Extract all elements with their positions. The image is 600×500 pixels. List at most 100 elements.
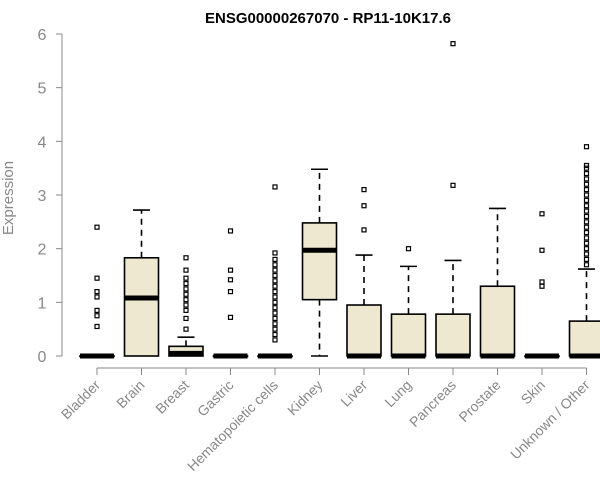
outlier-point <box>94 323 100 330</box>
outlier-point <box>583 187 590 193</box>
box <box>346 304 382 357</box>
outlier-point <box>361 187 367 193</box>
outlier-point <box>94 313 100 319</box>
box <box>301 222 338 301</box>
outlier-point <box>272 299 278 305</box>
outlier-point <box>583 235 590 241</box>
box-group <box>524 211 560 359</box>
y-tick-label: 4 <box>38 134 47 151</box>
box-group <box>79 224 115 359</box>
outlier-point <box>272 294 278 300</box>
x-tick-label: Lung <box>381 377 414 410</box>
outlier-point <box>272 289 278 295</box>
outlier-point <box>183 302 189 308</box>
outlier-point <box>183 280 189 287</box>
outlier-point <box>272 256 278 262</box>
box <box>123 256 160 357</box>
box-group <box>123 209 160 357</box>
x-tick-label: Liver <box>337 377 370 410</box>
outlier-point <box>183 286 189 292</box>
x-tick-label: Brain <box>113 377 147 411</box>
outlier-point <box>272 315 278 322</box>
outlier-point <box>227 314 234 320</box>
outlier-point <box>583 176 590 182</box>
y-tick-label: 1 <box>38 295 47 312</box>
outlier-point <box>272 326 278 332</box>
box-group <box>301 168 338 357</box>
outlier-point <box>583 246 590 252</box>
outlier-point <box>539 279 545 285</box>
box-group <box>346 187 382 359</box>
outlier-point <box>583 208 590 214</box>
outlier-point <box>539 247 545 253</box>
plot-area <box>79 41 600 359</box>
outlier-point <box>583 162 590 169</box>
x-tick-label: Prostate <box>455 377 503 425</box>
outlier-point <box>94 289 100 295</box>
outlier-point <box>583 256 590 262</box>
y-tick-label: 2 <box>38 242 47 259</box>
box <box>435 313 471 357</box>
y-tick-label: 6 <box>38 27 47 44</box>
x-tick-label: Skin <box>518 377 549 408</box>
x-tick-label: Gastric <box>194 377 237 420</box>
chart-title: ENSG00000267070 - RP11-10K17.6 <box>205 10 451 27</box>
outlier-point <box>583 170 590 177</box>
box <box>479 285 516 357</box>
outlier-point <box>539 211 545 217</box>
outlier-point <box>272 267 278 273</box>
outlier-point <box>583 240 590 246</box>
x-tick-label: Breast <box>152 377 192 417</box>
outlier-point <box>361 203 367 209</box>
box-group <box>568 144 600 359</box>
outlier-point <box>583 192 590 198</box>
outlier-point <box>539 283 545 289</box>
outlier-point <box>583 251 590 257</box>
outlier-point <box>272 184 278 190</box>
outlier-point <box>272 262 278 268</box>
x-tick-label: Unknown / Other <box>507 377 593 463</box>
outlier-point <box>183 326 189 332</box>
y-tick-label: 3 <box>38 188 47 205</box>
outlier-point <box>183 291 189 297</box>
y-tick-label: 5 <box>38 81 47 98</box>
outlier-point <box>583 229 590 236</box>
box-group <box>257 184 293 359</box>
outlier-point <box>272 321 278 327</box>
box <box>390 313 427 357</box>
outlier-point <box>227 289 234 295</box>
outlier-point <box>272 272 278 279</box>
y-tick-label: 0 <box>38 349 47 366</box>
outlier-point <box>450 41 456 47</box>
x-tick-label: Pancreas <box>406 377 459 430</box>
outlier-point <box>361 227 367 233</box>
outlier-point <box>183 255 189 261</box>
outlier-point <box>94 275 100 281</box>
outlier-point <box>183 267 189 273</box>
box <box>568 320 600 357</box>
outlier-point <box>272 331 278 338</box>
outlier-point <box>272 305 278 311</box>
box-group <box>168 255 204 357</box>
outlier-point <box>583 181 590 187</box>
y-axis: 0 1 2 3 4 5 6 <box>38 27 63 366</box>
outlier-point <box>583 197 590 203</box>
outlier-point <box>227 228 234 234</box>
outlier-point <box>183 297 189 303</box>
outlier-point <box>272 283 278 289</box>
outlier-point <box>405 246 412 252</box>
outlier-point <box>583 219 590 225</box>
outlier-point <box>183 315 189 322</box>
box-group <box>212 228 249 359</box>
outlier-point <box>583 144 590 150</box>
outlier-point <box>583 224 590 230</box>
outlier-point <box>272 250 278 256</box>
x-tick-label: Bladder <box>58 377 104 423</box>
outlier-point <box>450 182 456 188</box>
box-group <box>435 41 471 359</box>
outlier-point <box>183 275 189 281</box>
outlier-point <box>94 294 100 300</box>
y-axis-label: Expression <box>0 161 17 235</box>
